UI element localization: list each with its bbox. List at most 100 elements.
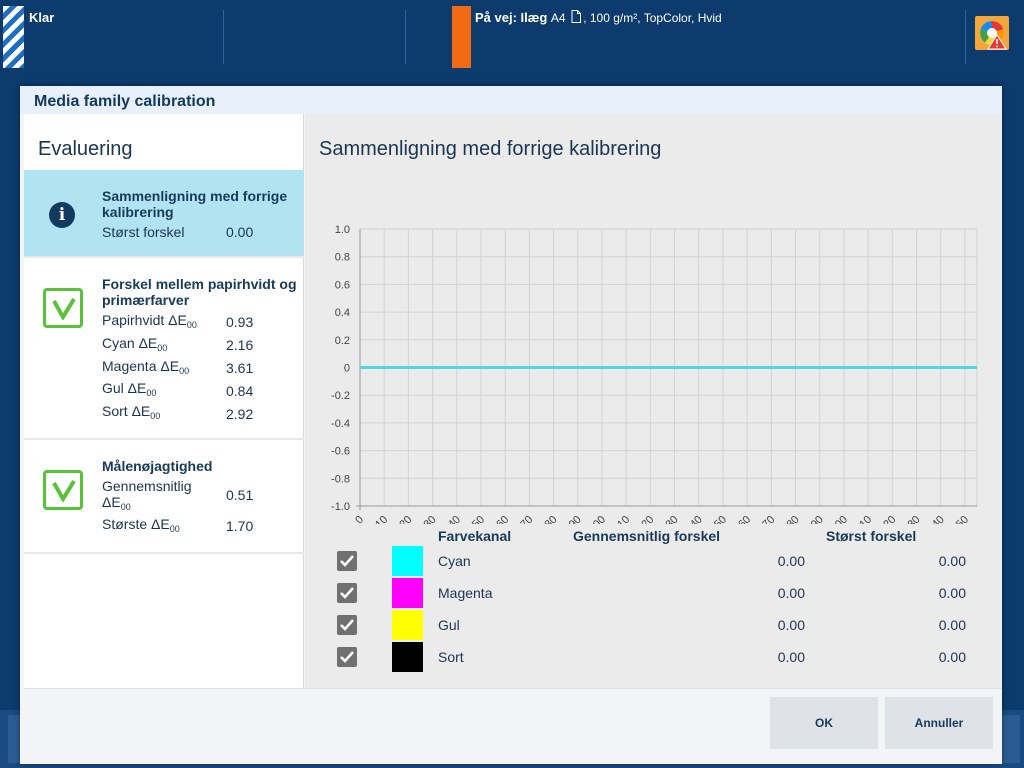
dialog-title: Media family calibration (34, 93, 216, 110)
table-row: Cyan 0.00 0.00 (305, 545, 1002, 577)
x-tick-label: 60 (494, 514, 511, 524)
color-swatch (392, 610, 423, 640)
row-label: Størst forskel (102, 224, 185, 240)
card-comparison[interactable]: i Sammenligning med forrige kalibrering … (24, 170, 304, 258)
job-details: , 100 g/m², TopColor, Hvid (583, 11, 722, 25)
x-tick-label: 90 (567, 514, 584, 524)
x-tick-label: 240 (925, 514, 946, 524)
row-label: Magenta ΔE00 (102, 358, 190, 376)
color-wheel-warning-icon (980, 21, 1007, 50)
channel-name: Sort (438, 649, 464, 665)
avg-difference: 0.00 (777, 649, 805, 665)
row-label: Største ΔE00 (102, 516, 180, 534)
x-tick-label: 40 (446, 514, 463, 524)
row-value: 0.51 (226, 487, 254, 503)
row-label: Gennemsnitlig ΔE00 (102, 478, 192, 512)
row-value: 0.00 (226, 224, 254, 240)
job-progress-indicator (452, 6, 471, 68)
table-row: Magenta 0.00 0.00 (305, 577, 1002, 609)
x-tick-label: 110 (611, 514, 632, 524)
card-title: Sammenligning med forrige kalibrering (102, 188, 288, 220)
x-tick-label: 150 (708, 514, 729, 524)
job-info[interactable]: På vej: Ilæg A4 , 100 g/m², TopColor, Hv… (475, 10, 722, 25)
row-value: 2.92 (226, 406, 254, 422)
card-title: Målenøjagtighed (102, 458, 213, 474)
x-tick-label: 120 (635, 514, 656, 524)
x-tick-label: 230 (901, 514, 922, 524)
avg-difference: 0.00 (777, 617, 805, 633)
x-tick-label: 50 (470, 514, 487, 524)
x-tick-label: 200 (829, 514, 850, 524)
x-tick-label: 220 (877, 514, 898, 524)
column-header-max: Størst forskel (826, 528, 917, 544)
channel-checkbox[interactable] (337, 551, 357, 571)
max-difference: 0.00 (938, 649, 966, 665)
x-tick-label: 70 (518, 514, 535, 524)
row-value: 1.70 (226, 518, 254, 534)
y-tick-label: 0 (344, 363, 350, 375)
y-tick-label: 1.0 (335, 224, 350, 236)
channel-name: Gul (438, 617, 460, 633)
channel-name: Cyan (438, 553, 471, 569)
row-label: Sort ΔE00 (102, 403, 161, 421)
row-value: 0.84 (226, 383, 254, 399)
y-tick-label: -0.4 (331, 418, 350, 430)
x-tick-label: 180 (780, 514, 801, 524)
x-tick-label: 10 (373, 514, 390, 524)
document-icon (571, 10, 582, 23)
row-label: Gul ΔE00 (102, 380, 157, 398)
row-value: 2.16 (226, 337, 254, 353)
row-label: Cyan ΔE00 (102, 335, 168, 353)
avg-difference: 0.00 (777, 553, 805, 569)
checkmark-icon (340, 587, 354, 599)
y-tick-label: -1.0 (331, 501, 350, 513)
checkmark-icon (340, 619, 354, 631)
row-value: 3.61 (226, 360, 254, 376)
divider (223, 10, 224, 64)
channel-checkbox[interactable] (337, 647, 357, 667)
job-media-label: Ilæg (520, 10, 548, 25)
top-status-bar: Klar På vej: Ilæg A4 , 100 g/m², TopColo… (0, 0, 1024, 76)
x-tick-label: 160 (732, 514, 753, 524)
channel-checkbox[interactable] (337, 583, 357, 603)
panel-heading: Evaluering (38, 138, 133, 160)
y-tick-label: -0.8 (331, 473, 350, 485)
check-icon (43, 288, 83, 328)
table-row: Sort 0.00 0.00 (305, 641, 1002, 673)
y-tick-label: -0.2 (331, 390, 350, 402)
job-size: A4 (550, 11, 566, 25)
printer-status-icon (3, 6, 24, 68)
x-tick-label: 20 (397, 514, 414, 524)
column-header-avg: Gennemsnitlig forskel (573, 528, 721, 544)
panel-heading: Sammenligning med forrige kalibrering (319, 138, 662, 160)
y-tick-label: 0.6 (335, 279, 350, 291)
divider (405, 10, 406, 64)
x-tick-label: 0 (353, 514, 366, 524)
channel-checkbox[interactable] (337, 615, 357, 635)
dialog-header: Media family calibration (20, 86, 1002, 114)
x-tick-label: 140 (683, 514, 704, 524)
card-measurement-accuracy[interactable]: Målenøjagtighed Gennemsnitlig ΔE00 0.51 S… (24, 440, 304, 554)
check-icon (43, 470, 83, 510)
color-swatch (392, 578, 423, 608)
divider (965, 10, 966, 64)
x-tick-label: 80 (543, 514, 560, 524)
color-swatch (392, 642, 423, 672)
y-tick-label: 0.4 (335, 307, 350, 319)
x-tick-label: 190 (804, 514, 825, 524)
cancel-button[interactable]: Annuller (885, 697, 993, 749)
x-tick-label: 30 (422, 514, 439, 524)
card-title: Forskel mellem papirhvidt og primærfarve… (102, 276, 297, 308)
max-difference: 0.00 (938, 617, 966, 633)
x-tick-label: 210 (853, 514, 874, 524)
max-difference: 0.00 (938, 585, 966, 601)
card-paper-primary-difference[interactable]: Forskel mellem papirhvidt og primærfarve… (24, 258, 304, 440)
color-alert-button[interactable] (975, 16, 1009, 50)
calibration-dialog: Media family calibration Evaluering i Sa… (20, 86, 1002, 764)
y-tick-label: 0.8 (335, 252, 350, 264)
ok-button[interactable]: OK (770, 697, 878, 749)
max-difference: 0.00 (938, 553, 966, 569)
x-tick-label: 250 (950, 514, 971, 524)
channel-name: Magenta (438, 585, 493, 601)
info-icon: i (49, 202, 75, 228)
